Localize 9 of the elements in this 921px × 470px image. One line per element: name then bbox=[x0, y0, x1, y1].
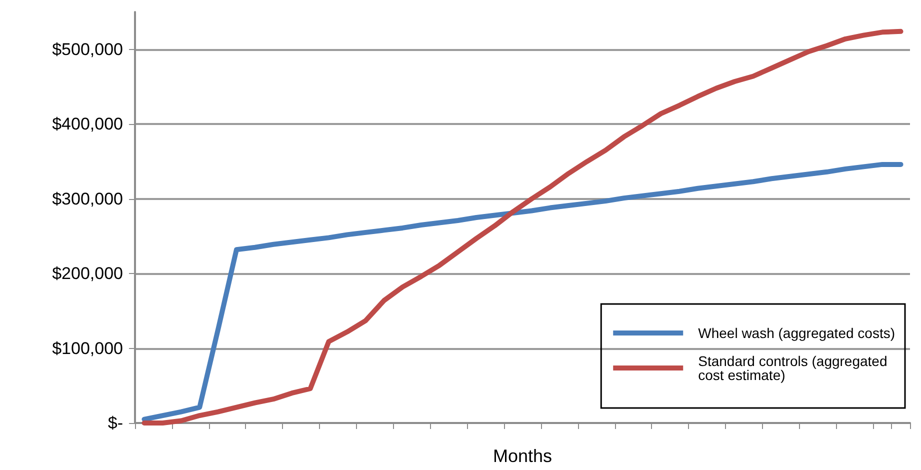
y-tick-label: $200,000 bbox=[52, 264, 123, 284]
legend-label: Wheel wash (aggregated costs) bbox=[698, 325, 895, 341]
x-axis-title: Months bbox=[492, 446, 552, 466]
y-tick-label: $- bbox=[108, 414, 123, 432]
y-tick-label: $100,000 bbox=[52, 338, 123, 358]
y-tick-label: $500,000 bbox=[52, 40, 123, 59]
legend-label: Standard controls (aggregated cost estimate) bbox=[698, 353, 892, 383]
y-tick-label: $300,000 bbox=[52, 189, 123, 208]
y-tick-label: $400,000 bbox=[52, 114, 123, 134]
